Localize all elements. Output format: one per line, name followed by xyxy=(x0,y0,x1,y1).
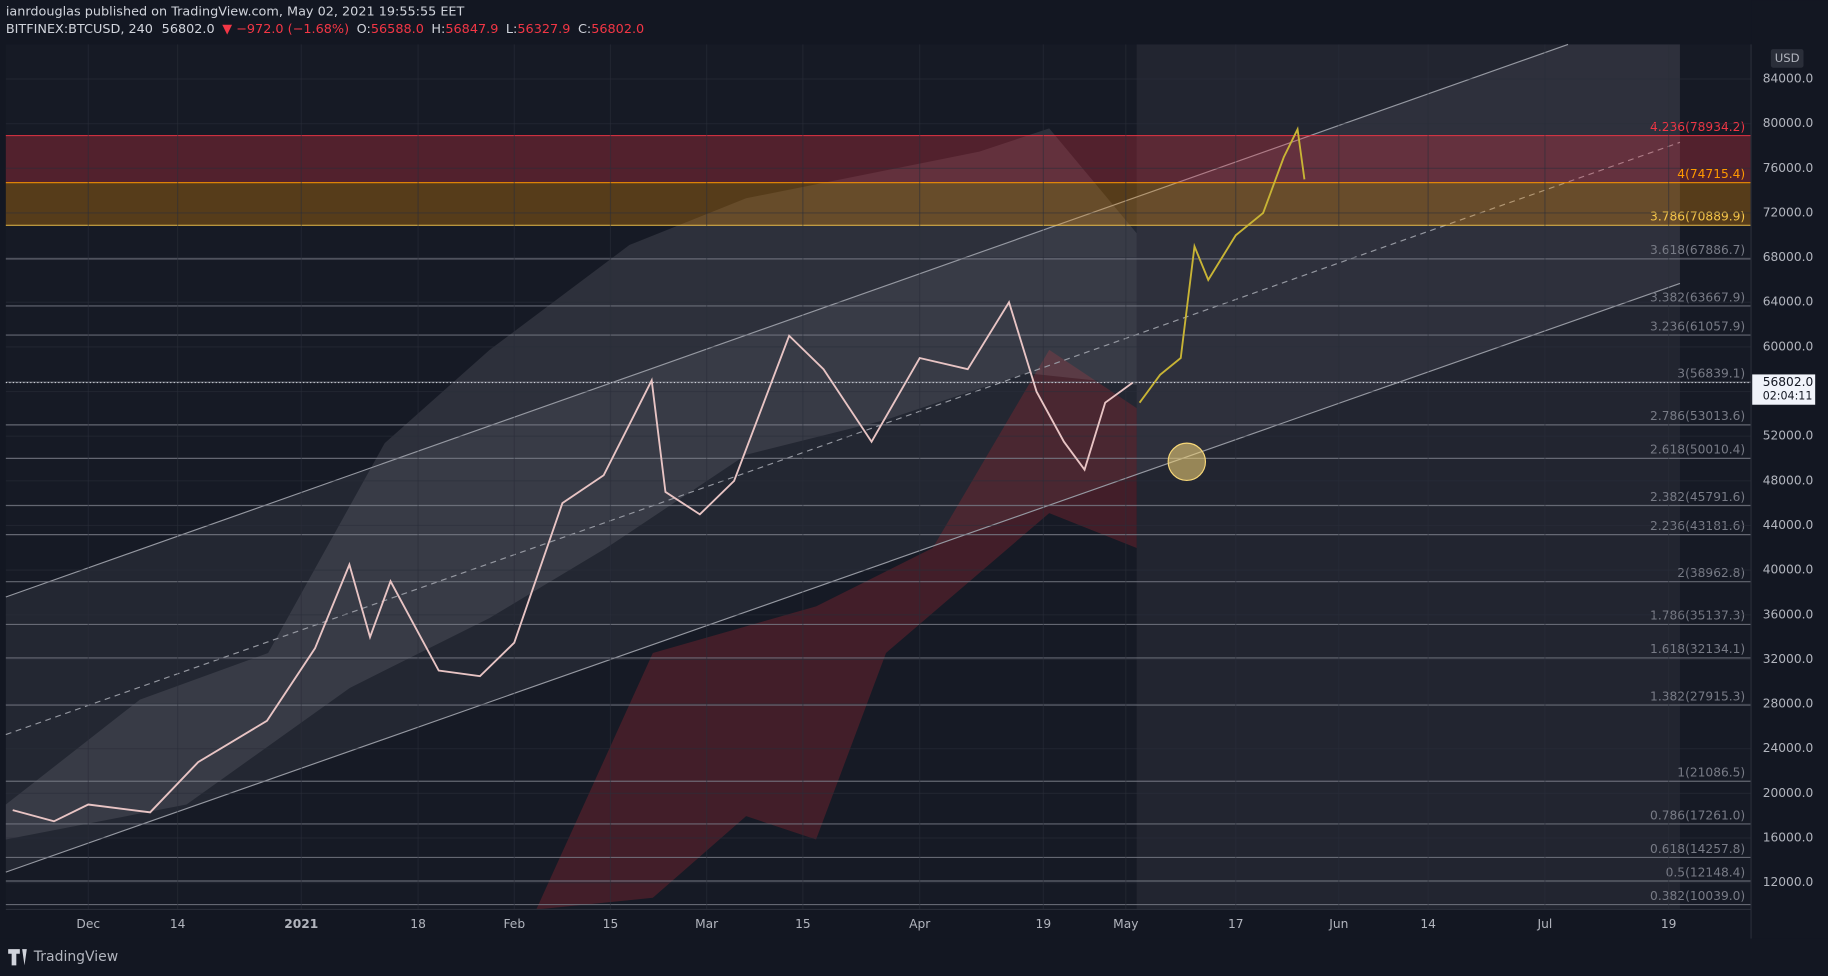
plot-area xyxy=(5,44,1752,910)
y-tick-label: 28000.0 xyxy=(1763,697,1814,711)
change: ▼ −972.0 (−1.68%) xyxy=(222,22,349,37)
last-price-box xyxy=(1752,374,1816,405)
y-tick-label: 76000.0 xyxy=(1763,161,1814,175)
level-label: 2(38962.8) xyxy=(1677,566,1745,580)
open: 56588.0 xyxy=(371,22,424,37)
x-tick-label: 15 xyxy=(795,917,811,931)
low: 56327.9 xyxy=(517,22,570,37)
level-label: 2.382(45791.6) xyxy=(1650,490,1745,504)
price-line xyxy=(1138,126,1306,404)
y-tick-label: 20000.0 xyxy=(1763,786,1814,800)
y-tick-label: 80000.0 xyxy=(1763,116,1814,130)
y-tick-label: 52000.0 xyxy=(1763,429,1814,443)
low-label: L: xyxy=(506,22,517,37)
x-tick-label: Dec xyxy=(76,917,100,931)
level-label: 3.382(63667.9) xyxy=(1650,290,1745,304)
channel-lower xyxy=(5,282,1681,873)
channel-mid xyxy=(5,141,1681,736)
x-tick-label: Apr xyxy=(909,917,931,931)
level-label: 0.5(12148.4) xyxy=(1666,865,1746,879)
quote-line: BITFINEX:BTCUSD, 240 56802.0 ▼ −972.0 (−… xyxy=(6,22,644,37)
level-band xyxy=(5,182,1752,226)
level-label: 2.618(50010.4) xyxy=(1650,443,1745,457)
x-tick-label: May xyxy=(1113,917,1138,931)
level-label: 3.236(61057.9) xyxy=(1650,319,1745,333)
level-label: 4.236(78934.2) xyxy=(1650,120,1745,134)
last-price: 56802.0 xyxy=(1763,375,1814,389)
high-label: H: xyxy=(431,22,445,37)
x-tick-label: Mar xyxy=(695,917,719,931)
y-tick-label: 72000.0 xyxy=(1763,205,1814,219)
x-tick-label: 19 xyxy=(1661,917,1677,931)
open-label: O: xyxy=(357,22,371,37)
countdown: 02:04:11 xyxy=(1763,390,1813,403)
y-tick-label: 12000.0 xyxy=(1763,875,1814,889)
x-tick-label: 15 xyxy=(603,917,619,931)
footer xyxy=(0,938,1828,976)
x-tick-label: 19 xyxy=(1036,917,1052,931)
y-tick-label: 64000.0 xyxy=(1763,295,1814,309)
x-tick-label: Feb xyxy=(503,917,525,931)
price-line xyxy=(12,300,1134,823)
x-tick-label: 18 xyxy=(410,917,426,931)
level-label: 1.618(32134.1) xyxy=(1650,642,1745,656)
currency-box xyxy=(1770,49,1804,68)
level-label: 3.618(67886.7) xyxy=(1650,243,1745,257)
fib-levels: 4.236(78934.2) 4(74715.4) 3.786(70889.9) 3.… xyxy=(5,120,1752,906)
y-tick-label: 84000.0 xyxy=(1763,72,1814,86)
y-tick-label: 24000.0 xyxy=(1763,741,1814,755)
y-tick-label: 68000.0 xyxy=(1763,250,1814,264)
x-tick-label: 2021 xyxy=(284,917,318,931)
symbol: BITFINEX:BTCUSD, 240 xyxy=(6,22,153,37)
publisher: ianrdouglas published on TradingView.com… xyxy=(6,4,465,19)
y-tick-label: 40000.0 xyxy=(1763,563,1814,577)
red-cloud xyxy=(536,349,1137,910)
close: 56802.0 xyxy=(591,22,644,37)
x-tick-label: 17 xyxy=(1228,917,1244,931)
y-tick-label: 32000.0 xyxy=(1763,652,1814,666)
price-axis xyxy=(1751,0,1828,939)
logo xyxy=(8,949,27,966)
brand: TradingView xyxy=(33,949,118,965)
level-label: 0.382(10039.0) xyxy=(1650,889,1745,903)
close-label: C: xyxy=(578,22,591,37)
x-tick-label: 14 xyxy=(1420,917,1436,931)
price: 56802.0 xyxy=(162,22,215,37)
target-marker xyxy=(1167,442,1207,482)
high: 56847.9 xyxy=(445,22,498,37)
price-lines xyxy=(5,126,1752,823)
level-label: 1.786(35137.3) xyxy=(1650,609,1745,623)
y-tick-label: 16000.0 xyxy=(1763,831,1814,845)
x-tick-label: 14 xyxy=(170,917,186,931)
projection-box xyxy=(1136,44,1680,910)
level-label: 1(21086.5) xyxy=(1677,766,1745,780)
x-tick-label: Jul xyxy=(1537,917,1553,931)
level-label: 3.786(70889.9) xyxy=(1650,210,1745,224)
y-tick-label: 36000.0 xyxy=(1763,607,1814,621)
level-label: 4(74715.4) xyxy=(1677,167,1745,181)
y-tick-label: 60000.0 xyxy=(1763,339,1814,353)
level-label: 0.618(14257.8) xyxy=(1650,842,1745,856)
y-tick-label: 48000.0 xyxy=(1763,473,1814,487)
level-label: 2.786(53013.6) xyxy=(1650,409,1745,423)
level-label: 1.382(27915.3) xyxy=(1650,689,1745,703)
x-tick-label: Jun xyxy=(1328,917,1348,931)
y-tick-label: 44000.0 xyxy=(1763,518,1814,532)
currency: USD xyxy=(1775,51,1800,65)
level-band xyxy=(5,135,1752,183)
level-label: 0.786(17261.0) xyxy=(1650,808,1745,822)
axes xyxy=(5,44,1752,910)
level-label: 3(56839.1) xyxy=(1677,367,1745,381)
